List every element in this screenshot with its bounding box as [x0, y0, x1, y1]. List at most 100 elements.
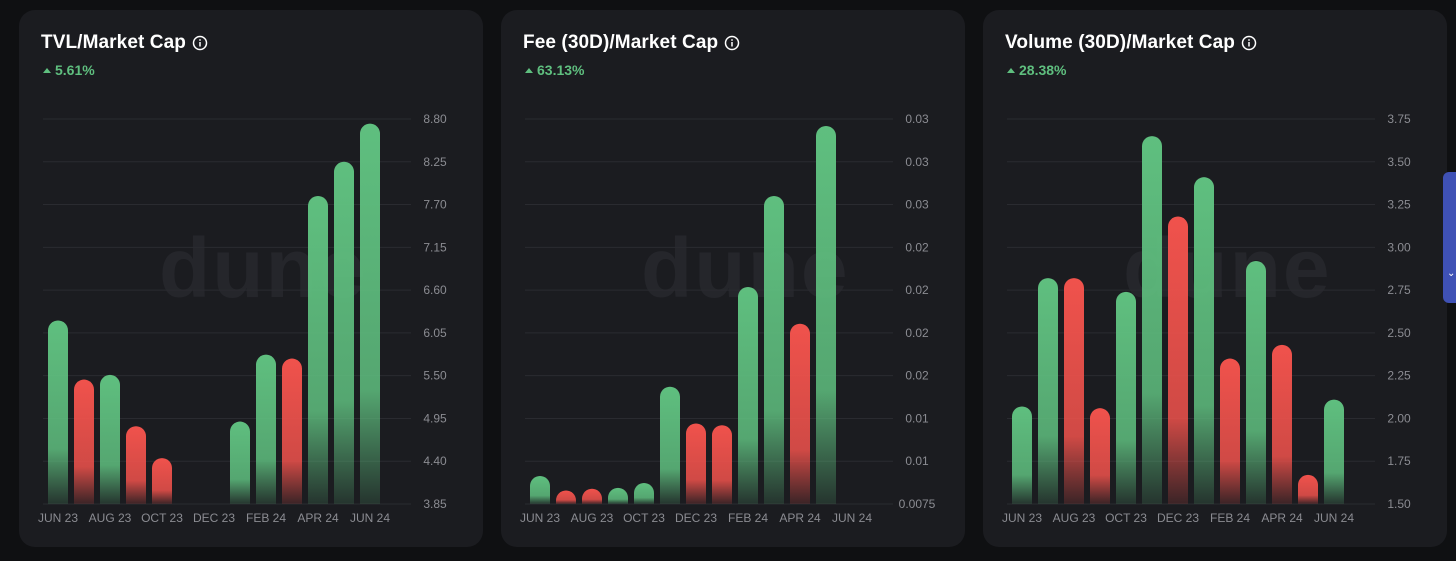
x-tick-label: OCT 23 [141, 511, 183, 525]
side-panel-tab[interactable]: ⌄ [1443, 172, 1456, 303]
y-tick-label: 7.15 [423, 240, 447, 254]
bar-12[interactable] [1298, 474, 1318, 504]
bar-5[interactable] [1116, 291, 1136, 504]
bar-7[interactable] [1168, 216, 1188, 505]
bar-2[interactable] [1038, 278, 1058, 504]
y-tick-label: 2.00 [1387, 411, 1411, 425]
y-tick-label: 3.25 [1387, 198, 1411, 212]
bar-10[interactable] [764, 196, 784, 504]
y-tick-label: 0.03 [905, 112, 929, 126]
card-title: Volume (30D)/Market Cap [1005, 32, 1257, 54]
y-tick-label: 2.25 [1387, 369, 1411, 383]
bar-8[interactable] [712, 425, 732, 504]
bar-3[interactable] [582, 488, 602, 504]
y-tick-label: 0.01 [905, 454, 929, 468]
bar-3[interactable] [100, 374, 120, 504]
x-tick-label: FEB 24 [728, 511, 768, 525]
x-tick-label: OCT 23 [1105, 511, 1147, 525]
card-title: Fee (30D)/Market Cap [523, 32, 740, 54]
info-icon[interactable] [1241, 35, 1257, 51]
bar-1[interactable] [1012, 406, 1032, 504]
bar-9[interactable] [1220, 358, 1240, 504]
x-tick-label: DEC 23 [1157, 511, 1199, 525]
y-tick-label: 1.50 [1387, 497, 1411, 511]
bar-5[interactable] [152, 458, 172, 504]
y-tick-label: 6.05 [423, 326, 447, 340]
x-tick-label: FEB 24 [1210, 511, 1250, 525]
bar-10[interactable] [282, 358, 302, 504]
bar-13[interactable] [1324, 399, 1344, 504]
x-tick-label: APR 24 [779, 511, 821, 525]
bar-10[interactable] [1246, 261, 1266, 504]
y-tick-label: 1.75 [1387, 454, 1411, 468]
x-tick-label: JUN 24 [832, 511, 872, 525]
change-value: 5.61% [55, 62, 95, 78]
bar-2[interactable] [74, 379, 94, 504]
x-tick-label: OCT 23 [623, 511, 665, 525]
bar-1[interactable] [530, 476, 550, 504]
bar-2[interactable] [556, 490, 576, 505]
y-tick-label: 0.02 [905, 369, 929, 383]
volume-market-cap-chart: 1.50 1.75 2.00 2.25 2.50 2.75 3.00 3.25 3.50 3.75… [1002, 112, 1411, 525]
y-tick-label: 0.0075 [899, 497, 936, 511]
y-tick-label: 0.03 [905, 155, 929, 169]
bar-12[interactable] [334, 161, 354, 505]
y-tick-label: 3.50 [1387, 155, 1411, 169]
bar-5[interactable] [634, 483, 654, 504]
x-tick-label: AUG 23 [571, 511, 614, 525]
change-indicator: 5.61% [43, 62, 95, 78]
bar-11[interactable] [308, 196, 328, 504]
triangle-up-icon [525, 67, 533, 73]
bar-12[interactable] [816, 126, 836, 504]
card-title-text: Volume (30D)/Market Cap [1005, 32, 1236, 53]
y-tick-label: 0.03 [905, 198, 929, 212]
y-tick-label: 0.02 [905, 283, 929, 297]
change-value: 28.38% [1019, 62, 1067, 78]
bar-11[interactable] [790, 323, 810, 504]
change-indicator: 28.38% [1007, 62, 1066, 78]
fee-market-cap-chart: 0.0075 0.01 0.01 0.02 0.02 0.02 0.02 0.03 0.03 0.… [520, 112, 936, 525]
y-tick-label: 8.25 [423, 155, 447, 169]
card-title-text: Fee (30D)/Market Cap [523, 32, 719, 53]
bar-1[interactable] [48, 320, 68, 504]
bar-6[interactable] [660, 386, 680, 504]
bar-7[interactable] [686, 423, 706, 504]
bar-4[interactable] [608, 487, 628, 504]
y-tick-label: 4.40 [423, 454, 447, 468]
card-title: TVL/Market Cap [41, 32, 208, 54]
x-tick-label: AUG 23 [89, 511, 132, 525]
x-tick-label: APR 24 [297, 511, 339, 525]
bar-6[interactable] [1142, 136, 1162, 504]
x-tick-label: DEC 23 [675, 511, 717, 525]
tvl-market-cap-card: TVL/Market Cap 5.61% dune 3.85 4.40 4.95 5.… [19, 10, 483, 547]
bar-11[interactable] [1272, 344, 1292, 504]
info-icon[interactable] [724, 35, 740, 51]
bar-8[interactable] [230, 421, 250, 504]
bar-3[interactable] [1064, 278, 1084, 504]
bar-9[interactable] [256, 354, 276, 504]
tvl-market-cap-chart: 3.85 4.40 4.95 5.50 6.05 6.60 7.15 7.70 8.25 8.80… [38, 112, 447, 525]
y-tick-label: 0.01 [905, 411, 929, 425]
x-tick-label: FEB 24 [246, 511, 286, 525]
watermark: dune [159, 221, 368, 315]
x-tick-label: JUN 23 [38, 511, 78, 525]
bar-9[interactable] [738, 287, 758, 504]
bar-4[interactable] [1090, 408, 1110, 504]
x-tick-label: JUN 24 [1314, 511, 1354, 525]
x-tick-label: DEC 23 [193, 511, 235, 525]
y-tick-label: 2.75 [1387, 283, 1411, 297]
x-tick-label: JUN 23 [520, 511, 560, 525]
bar-13[interactable] [360, 123, 381, 504]
bar-8[interactable] [1194, 177, 1214, 504]
triangle-up-icon [43, 67, 51, 73]
y-tick-label: 3.75 [1387, 112, 1411, 126]
x-tick-label: JUN 23 [1002, 511, 1042, 525]
x-tick-label: APR 24 [1261, 511, 1303, 525]
info-icon[interactable] [192, 35, 208, 51]
change-indicator: 63.13% [525, 62, 584, 78]
change-value: 63.13% [537, 62, 585, 78]
y-tick-label: 6.60 [423, 283, 447, 297]
y-tick-label: 3.00 [1387, 240, 1411, 254]
bar-4[interactable] [126, 426, 146, 504]
chevron-down-icon: ⌄ [1447, 268, 1456, 279]
